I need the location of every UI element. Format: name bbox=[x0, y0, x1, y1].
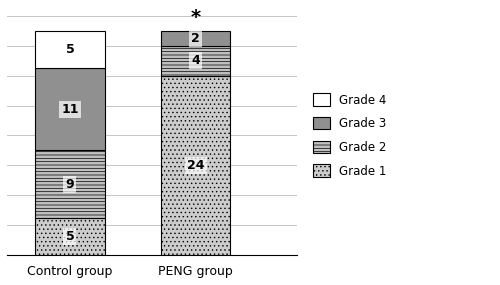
Text: 2: 2 bbox=[192, 32, 200, 45]
Bar bbox=[161, 46, 230, 76]
Legend: Grade 4, Grade 3, Grade 2, Grade 1: Grade 4, Grade 3, Grade 2, Grade 1 bbox=[308, 89, 391, 182]
Text: 24: 24 bbox=[187, 159, 204, 172]
Bar bbox=[161, 30, 230, 46]
Bar bbox=[36, 150, 104, 218]
Text: 5: 5 bbox=[66, 230, 74, 243]
Bar bbox=[161, 76, 230, 255]
Text: 4: 4 bbox=[192, 54, 200, 67]
Text: 5: 5 bbox=[66, 43, 74, 56]
Bar bbox=[36, 30, 104, 68]
Bar bbox=[36, 68, 104, 150]
Text: 11: 11 bbox=[61, 103, 78, 116]
Text: 9: 9 bbox=[66, 178, 74, 191]
Bar bbox=[36, 218, 104, 255]
Text: *: * bbox=[191, 8, 201, 27]
